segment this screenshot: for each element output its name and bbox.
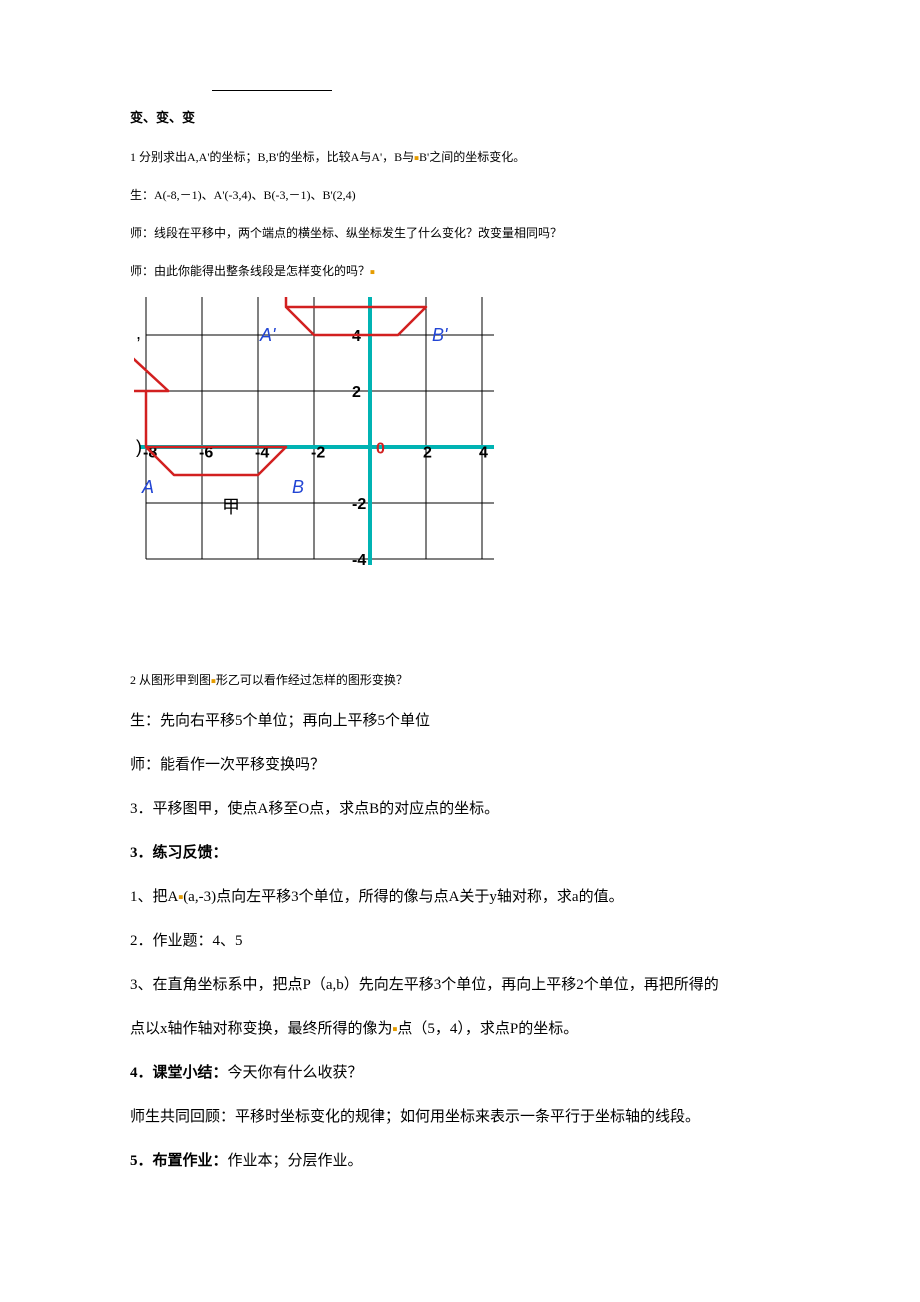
paragraph-8: 3．平移图甲，使点A移至O点，求点B的对应点的坐标。: [130, 794, 790, 824]
section-4: 4．课堂小结：今天你有什么收获？: [130, 1058, 790, 1088]
svg-text:4: 4: [352, 328, 361, 345]
header-rule: [212, 90, 332, 91]
sec3-head: 3．练习反馈：: [130, 845, 228, 861]
inline-dot-2: ■: [370, 267, 375, 276]
paragraph-3: 师：线段在平移中，两个端点的横坐标、纵坐标发生了什么变化？改变量相同吗？: [130, 221, 790, 245]
p9-a: 1、把A: [130, 889, 178, 905]
paragraph-5: 2 从图形甲到图■形乙可以看作经过怎样的图形变换？: [130, 668, 790, 692]
svg-text:4: 4: [479, 444, 488, 461]
svg-text:-4: -4: [352, 552, 366, 569]
svg-text:-2: -2: [311, 444, 325, 461]
p5-b: 形乙可以看作经过怎样的图形变换？: [216, 673, 408, 687]
paragraph-7: 师：能看作一次平移变换吗？: [130, 750, 790, 780]
figure-svg: -8-6-4-2024642-2-4ABA'B'甲乙,): [134, 297, 494, 633]
paragraph-11b: 点以x轴作轴对称变换，最终所得的像为■点（5，4），求点P的坐标。: [130, 1014, 790, 1044]
svg-text:A': A': [259, 325, 276, 345]
svg-text:-2: -2: [352, 496, 366, 513]
page-title: 变、变、变: [130, 105, 790, 131]
svg-text:B': B': [432, 325, 448, 345]
paragraph-12: 师生共同回顾：平移时坐标变化的规律；如何用坐标来表示一条平行于坐标轴的线段。: [130, 1102, 790, 1132]
paragraph-9: 1、把A■(a,-3)点向左平移3个单位，所得的像与点A关于y轴对称，求a的值。: [130, 882, 790, 912]
svg-text:): ): [136, 437, 142, 457]
svg-text:甲: 甲: [222, 497, 240, 517]
p11b-b: 点（5，4），求点P的坐标。: [397, 1021, 578, 1037]
p4-text: 师：由此你能得出整条线段是怎样变化的吗？: [130, 264, 370, 278]
section-5: 5．布置作业：作业本；分层作业。: [130, 1146, 790, 1176]
svg-text:,: ,: [136, 323, 141, 343]
sec5-head: 5．布置作业：: [130, 1153, 228, 1169]
svg-text:0: 0: [376, 440, 385, 457]
sec4-tail: 今天你有什么收获？: [228, 1065, 363, 1081]
p9-b: (a,-3)点向左平移3个单位，所得的像与点A关于y轴对称，求a的值。: [183, 889, 623, 905]
paragraph-4: 师：由此你能得出整条线段是怎样变化的吗？■: [130, 259, 790, 283]
svg-text:2: 2: [352, 384, 361, 401]
svg-text:A: A: [141, 477, 154, 497]
p1-c: '之间的坐标变化。: [427, 150, 525, 164]
paragraph-11a: 3、在直角坐标系中，把点P（a,b）先向左平移3个单位，再向上平移2个单位，再把…: [130, 970, 790, 1000]
svg-text:2: 2: [423, 444, 432, 461]
paragraph-10: 2．作业题：4、5: [130, 926, 790, 956]
svg-text:B: B: [292, 477, 304, 497]
section-3-heading: 3．练习反馈：: [130, 838, 790, 868]
paragraph-2: 生：A(-8,－1)、A'(-3,4)、B(-3,－1)、B'(2,4): [130, 183, 790, 207]
p11b-a: 点以x轴作轴对称变换，最终所得的像为: [130, 1021, 393, 1037]
coordinate-figure: -8-6-4-2024642-2-4ABA'B'甲乙,): [134, 297, 790, 644]
p5-a: 2 从图形甲到图: [130, 673, 211, 687]
sec4-head: 4．课堂小结：: [130, 1065, 228, 1081]
p1-a: 1 分别求出A,A'的坐标；B,B'的坐标，比较A与A'，B与: [130, 150, 414, 164]
paragraph-1: 1 分别求出A,A'的坐标；B,B'的坐标，比较A与A'，B与■B'之间的坐标变…: [130, 145, 790, 169]
paragraph-6: 生：先向右平移5个单位；再向上平移5个单位: [130, 706, 790, 736]
sec5-tail: 作业本；分层作业。: [228, 1153, 363, 1169]
p1-b: B: [419, 150, 427, 164]
